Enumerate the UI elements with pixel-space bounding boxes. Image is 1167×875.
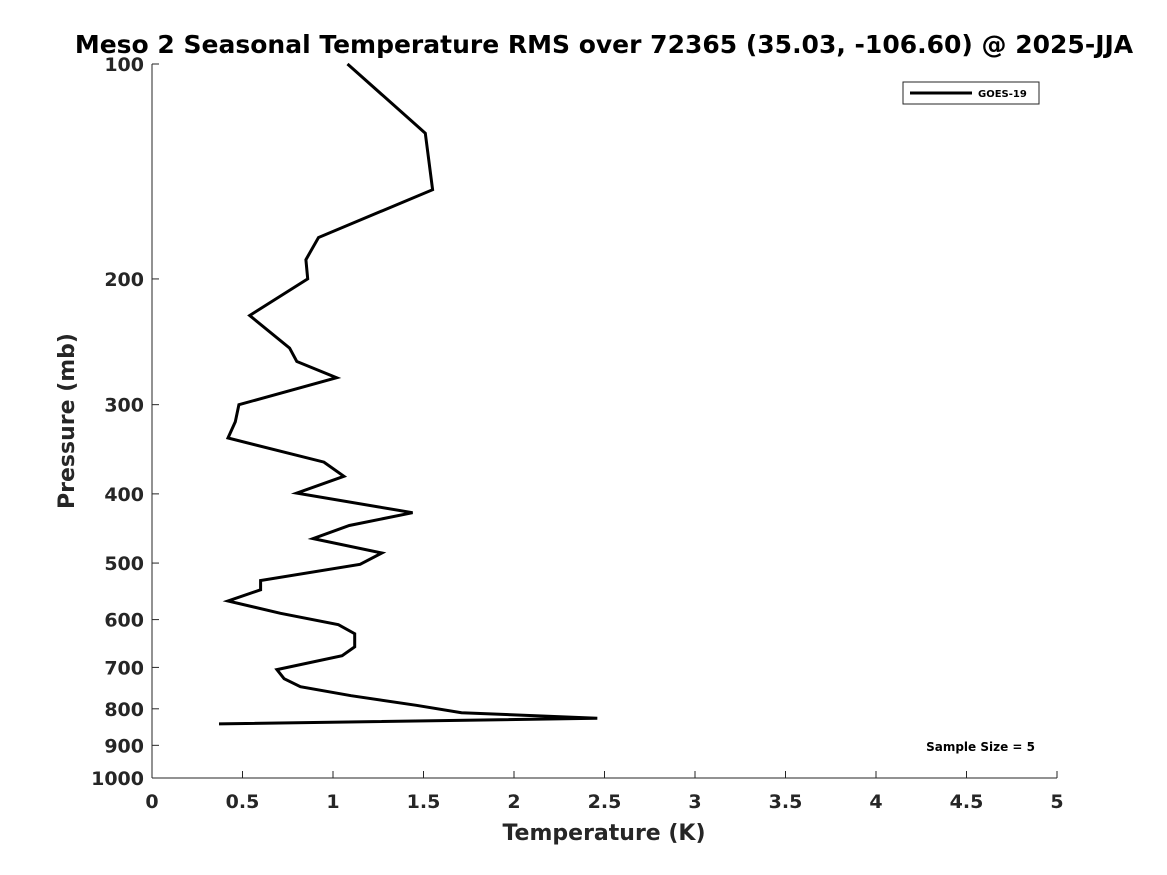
y-tick-label: 300 [104,395,144,417]
data-point [304,258,307,261]
y-tick-label: 900 [104,735,144,757]
y-tick-label: 200 [104,269,144,291]
data-point [346,63,349,66]
y-axis-label: Pressure (mb) [55,333,80,509]
data-point [227,436,230,439]
data-point [312,537,315,540]
y-ticks: 100 200 300 400 500 600 700 800 900 1000 [91,54,159,790]
x-tick-label: 1 [326,791,339,813]
data-point [234,420,237,423]
data-point [596,717,599,720]
data-point [431,188,434,191]
data-point [350,694,353,697]
annotation-sample-size: Sample Size = 5 [926,740,1035,754]
x-tick-label: 4.5 [950,791,984,813]
data-point [353,645,356,648]
y-tick-label: 600 [104,610,144,632]
data-point [259,588,262,591]
y-tick-label: 100 [104,54,144,76]
data-point [342,475,345,478]
x-tick-label: 3.5 [769,791,803,813]
data-point [295,492,298,495]
x-tick-label: 4 [869,791,882,813]
y-tick-label: 800 [104,699,144,721]
data-point [295,360,298,363]
x-tick-label: 5 [1050,791,1063,813]
data-point [306,277,309,280]
data-point [217,722,220,725]
x-tick-label: 2.5 [588,791,622,813]
data-point [317,236,320,239]
y-tick-label: 400 [104,484,144,506]
data-point [279,612,282,615]
x-tick-label: 0.5 [226,791,260,813]
data-point [380,551,383,554]
y-tick-label: 500 [104,553,144,575]
data-point [335,376,338,379]
x-tick-label: 2 [507,791,520,813]
data-point [341,654,344,657]
data-point [227,599,230,602]
series-line-goes-19 [218,62,598,726]
x-tick-label: 0 [145,791,158,813]
x-ticks: 0 0.5 1 1.5 2 2.5 3 3.5 4 4.5 5 [145,771,1064,813]
x-axis-label: Temperature (K) [502,821,705,846]
data-point [411,511,414,514]
data-point [415,704,418,707]
legend-label-goes-19: GOES-19 [978,89,1027,100]
data-point [283,677,286,680]
chart-title: Meso 2 Seasonal Temperature RMS over 723… [75,30,1134,59]
legend: GOES-19 [902,81,1040,105]
y-tick-label: 1000 [91,768,144,790]
data-point [288,347,291,350]
data-point [275,668,278,671]
data-point [237,403,240,406]
data-point [322,461,325,464]
data-point [259,579,262,582]
data-point [248,314,251,317]
data-point [348,524,351,527]
data-point [353,632,356,635]
y-tick-label: 700 [104,657,144,679]
data-point [299,685,302,688]
axes: 0 0.5 1 1.5 2 2.5 3 3.5 4 4.5 5 100 200 300 400 500 600… [91,54,1064,813]
x-tick-label: 3 [688,791,701,813]
data-point [460,711,463,714]
data-point [359,563,362,566]
series-layer [217,62,599,726]
data-point [424,132,427,135]
x-tick-label: 1.5 [407,791,441,813]
data-point [337,623,340,626]
